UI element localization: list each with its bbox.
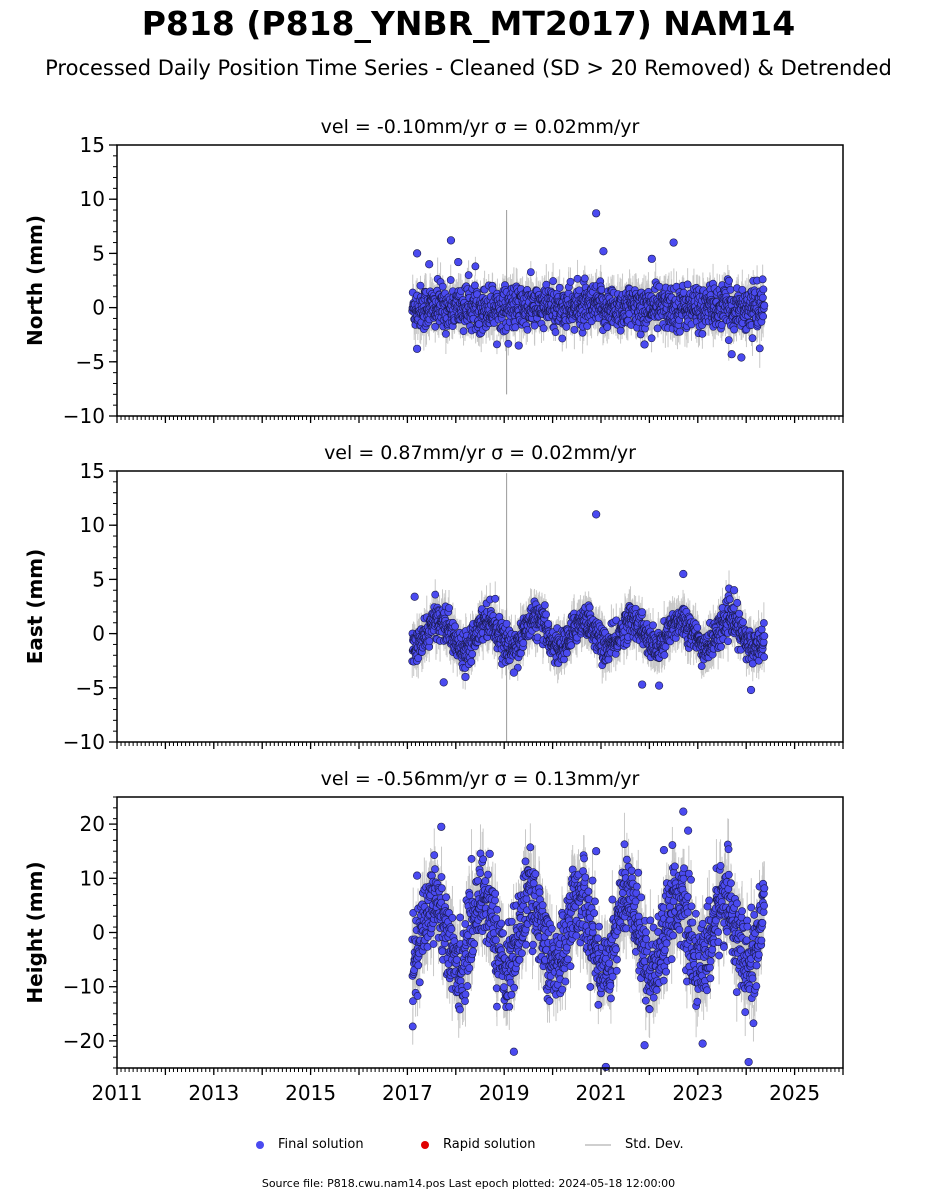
data-point — [425, 637, 434, 646]
y-axis-label: North (mm) — [23, 215, 47, 346]
data-point — [412, 249, 422, 258]
data-point — [473, 290, 481, 299]
data-point — [698, 330, 707, 338]
data-point — [616, 326, 625, 335]
data-point — [758, 275, 767, 284]
data-point — [758, 293, 767, 302]
main-title: P818 (P818_YNBR_MT2017) NAM14 — [141, 4, 796, 43]
y-axis-label: East (mm) — [23, 549, 47, 665]
data-point — [464, 271, 473, 280]
data-point — [530, 321, 539, 330]
y-tick-label: −10 — [63, 404, 105, 428]
data-point — [471, 281, 479, 290]
data-point — [759, 285, 768, 294]
data-point — [597, 285, 606, 294]
data-point — [669, 238, 678, 247]
data-point — [683, 280, 692, 289]
data-point — [468, 650, 477, 658]
data-point — [441, 330, 450, 338]
data-point — [551, 328, 560, 337]
data-point — [575, 286, 584, 295]
data-point — [675, 327, 684, 336]
data-point — [580, 274, 589, 283]
data-point — [523, 325, 532, 334]
data-point — [459, 327, 468, 336]
panel-title: vel = -0.10mm/yr σ = 0.02mm/yr — [321, 116, 640, 138]
data-point — [737, 353, 746, 362]
data-point — [471, 262, 480, 271]
data-point — [640, 340, 649, 349]
data-point — [431, 590, 440, 599]
y-tick-label: −5 — [76, 350, 105, 374]
data-point — [647, 334, 656, 343]
data-points — [408, 209, 769, 362]
y-tick-label: 5 — [92, 241, 105, 265]
data-point — [570, 325, 579, 334]
data-point — [454, 257, 463, 267]
data-point — [491, 594, 500, 603]
data-point — [748, 334, 757, 343]
data-point — [555, 283, 564, 292]
data-point — [566, 277, 575, 286]
y-tick-label: 15 — [80, 133, 105, 157]
data-point — [493, 340, 501, 349]
y-tick-label: 0 — [92, 296, 105, 320]
data-point — [724, 336, 733, 345]
data-point — [726, 285, 735, 294]
data-point — [647, 254, 656, 263]
data-point — [446, 276, 455, 284]
data-point — [514, 341, 523, 350]
data-point — [416, 281, 425, 290]
data-point — [755, 344, 764, 353]
data-point — [549, 277, 557, 285]
data-point — [725, 276, 733, 285]
data-point — [425, 260, 434, 269]
data-point — [558, 334, 567, 343]
data-point — [539, 324, 548, 333]
panel-title: vel = 0.87mm/yr σ = 0.02mm/yr — [324, 442, 636, 464]
data-point — [599, 247, 608, 256]
data-point — [504, 339, 513, 348]
data-point — [727, 350, 736, 359]
data-point — [451, 622, 459, 631]
data-point — [431, 322, 440, 331]
data-point — [526, 268, 535, 276]
data-point — [603, 323, 612, 332]
data-point — [759, 312, 768, 321]
chart-figure: vel = -0.10mm/yr σ = 0.02mm/yr North (mm)… — [23, 116, 844, 1105]
data-point — [467, 657, 476, 666]
data-point — [562, 322, 571, 331]
data-point — [760, 301, 769, 310]
sub-title: Processed Daily Position Time Series - C… — [45, 56, 892, 80]
data-point — [445, 604, 453, 612]
y-tick-label: 10 — [80, 187, 105, 211]
data-point — [412, 344, 422, 353]
data-point — [592, 209, 601, 218]
data-point — [438, 282, 447, 291]
data-point — [730, 325, 738, 334]
data-point — [446, 236, 456, 245]
